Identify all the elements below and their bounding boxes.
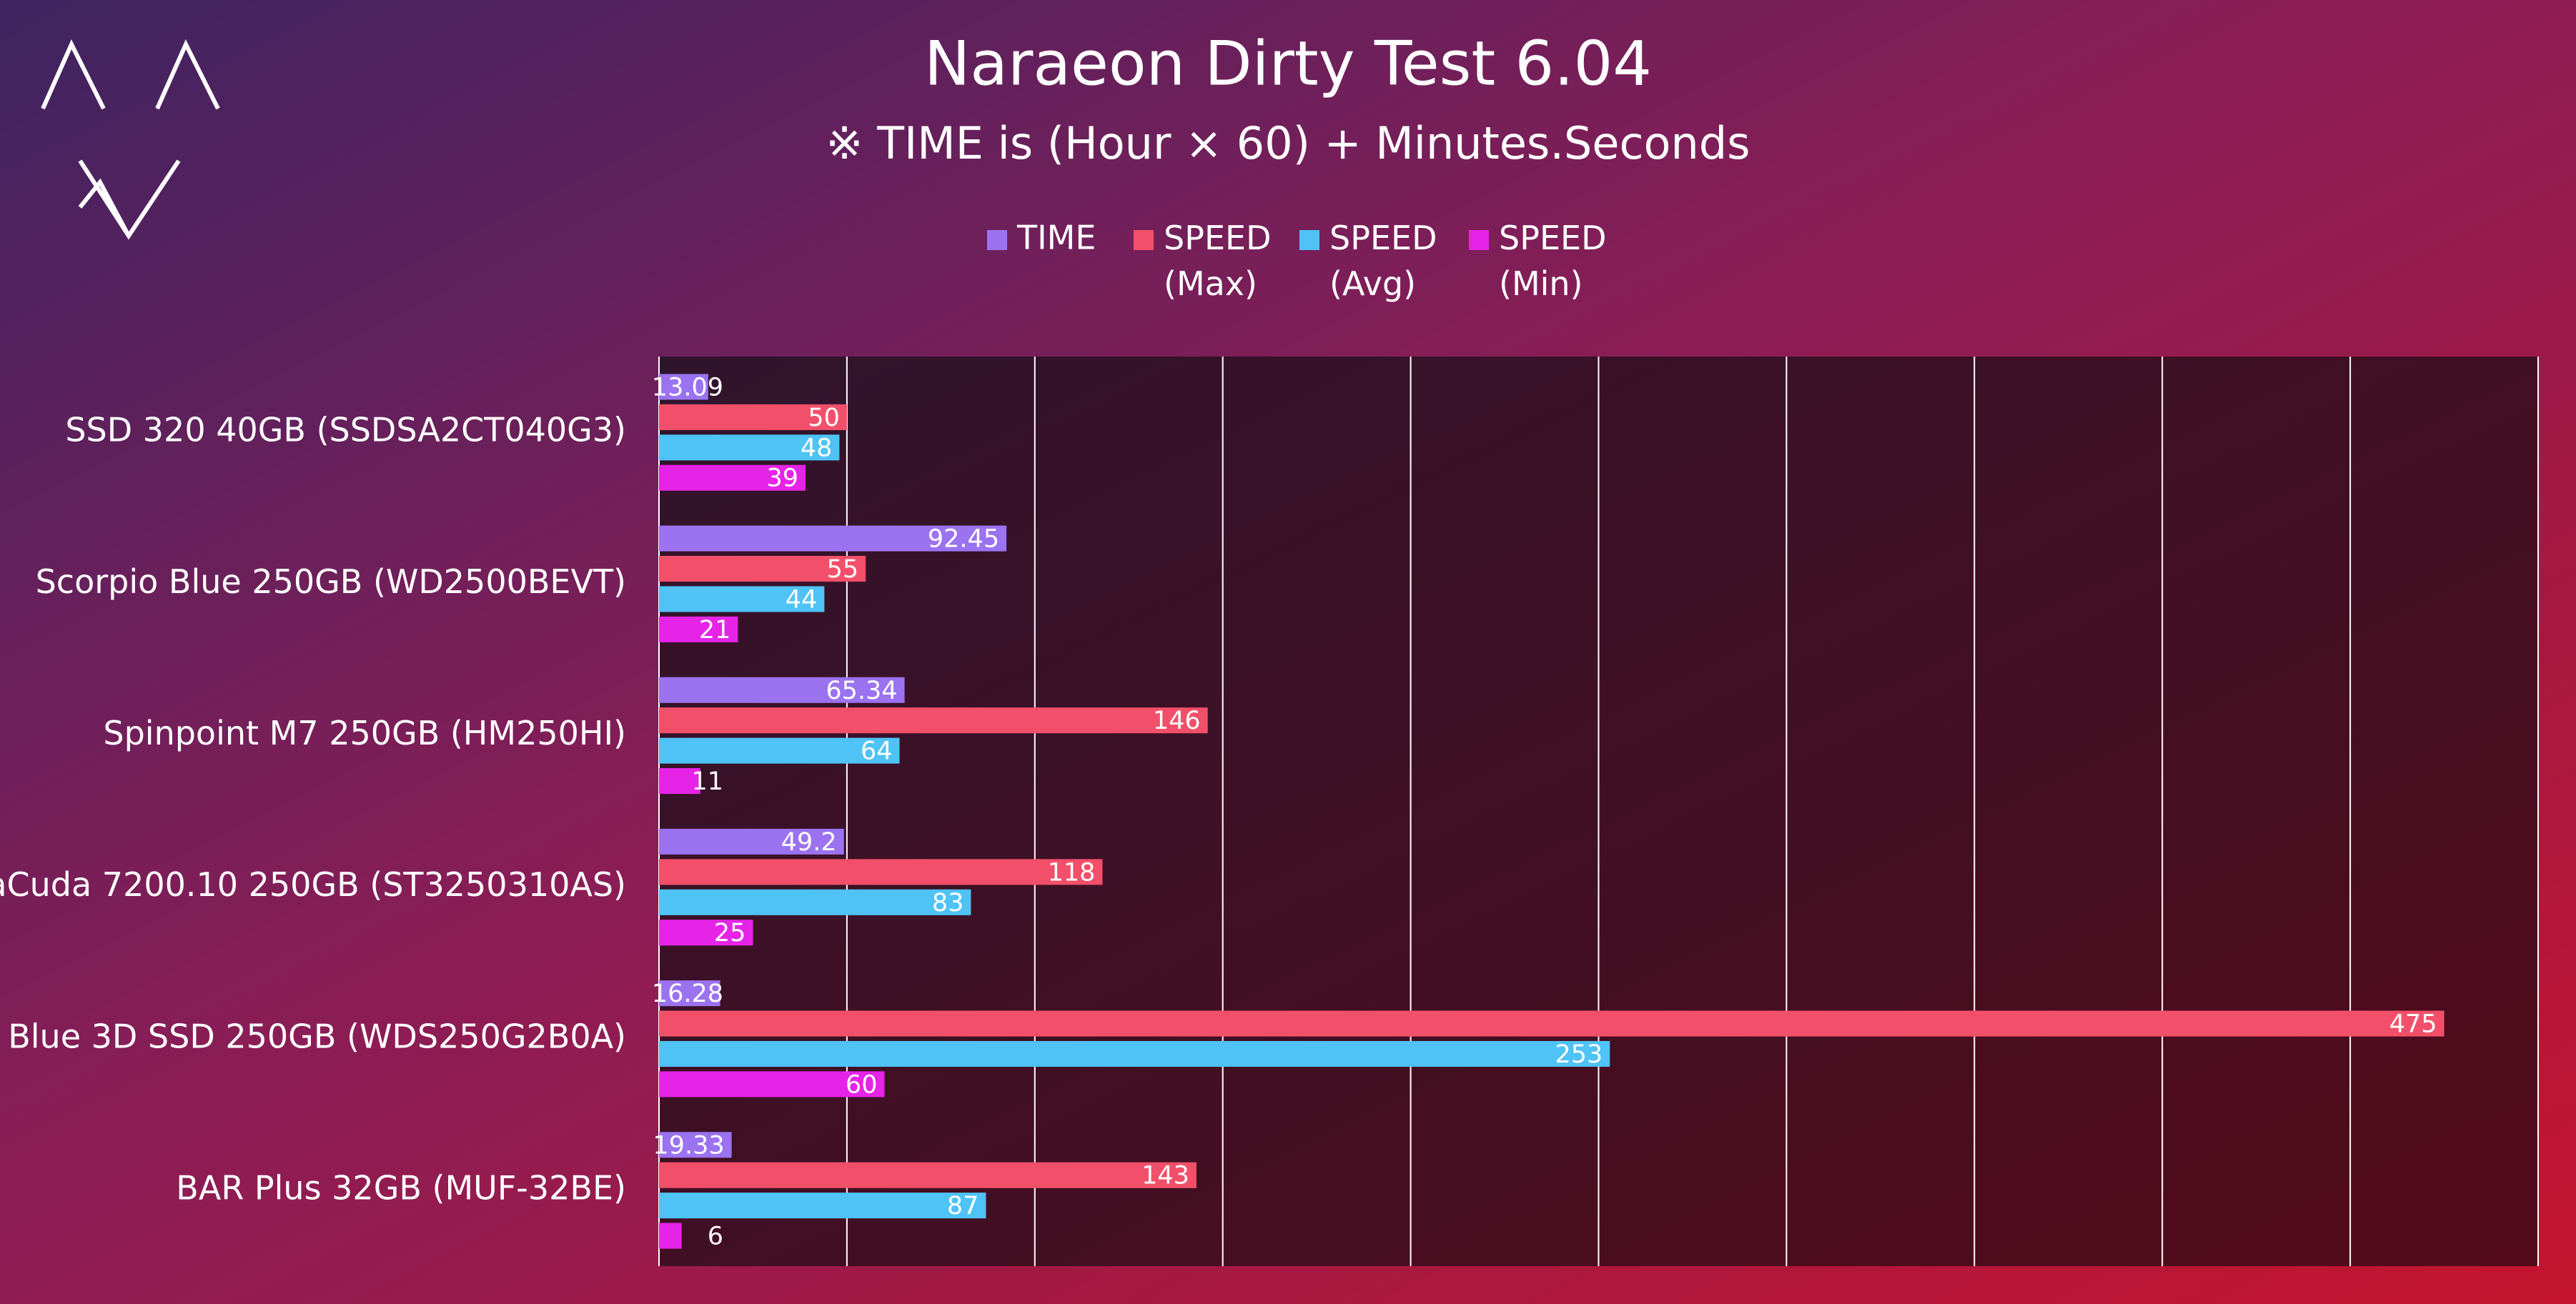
bar	[659, 677, 905, 703]
chart-title: Naraeon Dirty Test 6.04	[924, 28, 1652, 99]
y-tick-label: SSD 320 40GB (SSDSA2CT040G3)	[65, 411, 626, 449]
value-label: 16.28	[652, 980, 723, 1008]
value-label: 83	[932, 889, 964, 917]
legend-swatch	[1469, 230, 1489, 250]
bar	[659, 1132, 732, 1158]
chart-subtitle: ※ TIME is (Hour × 60) + Minutes.Seconds	[826, 117, 1750, 169]
bar	[659, 616, 738, 642]
legend-swatch	[987, 230, 1007, 250]
bar	[659, 1010, 2444, 1037]
bar	[659, 374, 708, 400]
value-label: 49.2	[781, 828, 837, 857]
bar	[659, 889, 971, 915]
value-label: 50	[808, 404, 840, 432]
value-label: 253	[1555, 1040, 1602, 1069]
bar	[659, 434, 840, 461]
bar	[659, 768, 700, 795]
legend-swatch	[1134, 230, 1154, 250]
value-label: 19.33	[653, 1131, 724, 1160]
value-label: 13.09	[652, 373, 723, 402]
bar	[659, 980, 720, 1007]
bar	[659, 707, 1208, 734]
bar	[659, 1223, 682, 1249]
bar	[659, 859, 1103, 885]
bar	[659, 555, 866, 582]
value-label: 44	[786, 585, 818, 614]
value-label: 146	[1153, 707, 1201, 735]
bar	[659, 525, 1007, 552]
value-label: 39	[767, 464, 799, 493]
bar	[659, 1040, 1610, 1067]
bar	[659, 828, 844, 855]
value-label: 21	[699, 616, 731, 644]
value-label: 60	[846, 1070, 878, 1099]
bar	[659, 586, 825, 612]
value-label: 87	[947, 1192, 979, 1220]
bar	[659, 1162, 1197, 1188]
value-label: 25	[714, 919, 746, 947]
value-label: 92.45	[928, 525, 999, 554]
logo	[41, 39, 220, 240]
bar	[659, 1193, 986, 1219]
legend-label: SPEED (Max)	[1164, 219, 1272, 303]
legend-label: SPEED (Min)	[1499, 219, 1607, 303]
bar	[659, 464, 806, 491]
value-label: 143	[1141, 1162, 1189, 1190]
y-tick-label: BarraCuda 7200.10 250GB (ST3250310AS)	[0, 865, 626, 904]
value-label: 6	[708, 1223, 723, 1251]
bar	[659, 404, 847, 430]
value-label: 11	[691, 767, 723, 796]
y-tick-label: Scorpio Blue 250GB (WD2500BEVT)	[36, 562, 626, 601]
value-label: 55	[827, 555, 859, 584]
value-label: 475	[2389, 1010, 2437, 1039]
bar	[659, 1071, 885, 1098]
legend-label: SPEED (Avg)	[1329, 219, 1437, 303]
value-label: 64	[861, 737, 893, 766]
y-tick-label: Blue 3D SSD 250GB (WDS250G2B0A)	[8, 1017, 626, 1055]
value-label: 118	[1048, 858, 1096, 887]
bar	[659, 737, 900, 764]
legend-label: TIME	[1016, 219, 1096, 257]
value-label: 48	[801, 434, 833, 462]
value-label: 65.34	[826, 677, 897, 705]
bar	[659, 920, 753, 946]
y-tick-label: BAR Plus 32GB (MUF-32BE)	[176, 1168, 626, 1207]
y-tick-label: Spinpoint M7 250GB (HM250HI)	[103, 714, 626, 752]
legend-swatch	[1299, 230, 1319, 250]
